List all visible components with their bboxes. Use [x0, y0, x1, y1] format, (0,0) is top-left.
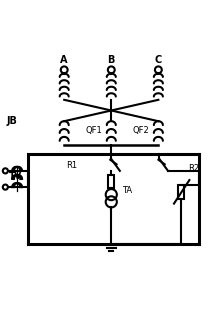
Text: QF1: QF1 — [86, 126, 102, 135]
Text: TV: TV — [9, 172, 22, 181]
Text: R2: R2 — [188, 164, 199, 173]
Text: B: B — [108, 55, 115, 65]
Text: R1: R1 — [66, 161, 77, 170]
Text: C: C — [155, 55, 162, 65]
Bar — [108, 175, 114, 188]
Text: A: A — [60, 55, 68, 65]
Text: JB: JB — [6, 116, 17, 126]
Bar — [178, 185, 184, 199]
Text: QF2: QF2 — [133, 126, 149, 135]
Text: TA: TA — [122, 186, 132, 195]
